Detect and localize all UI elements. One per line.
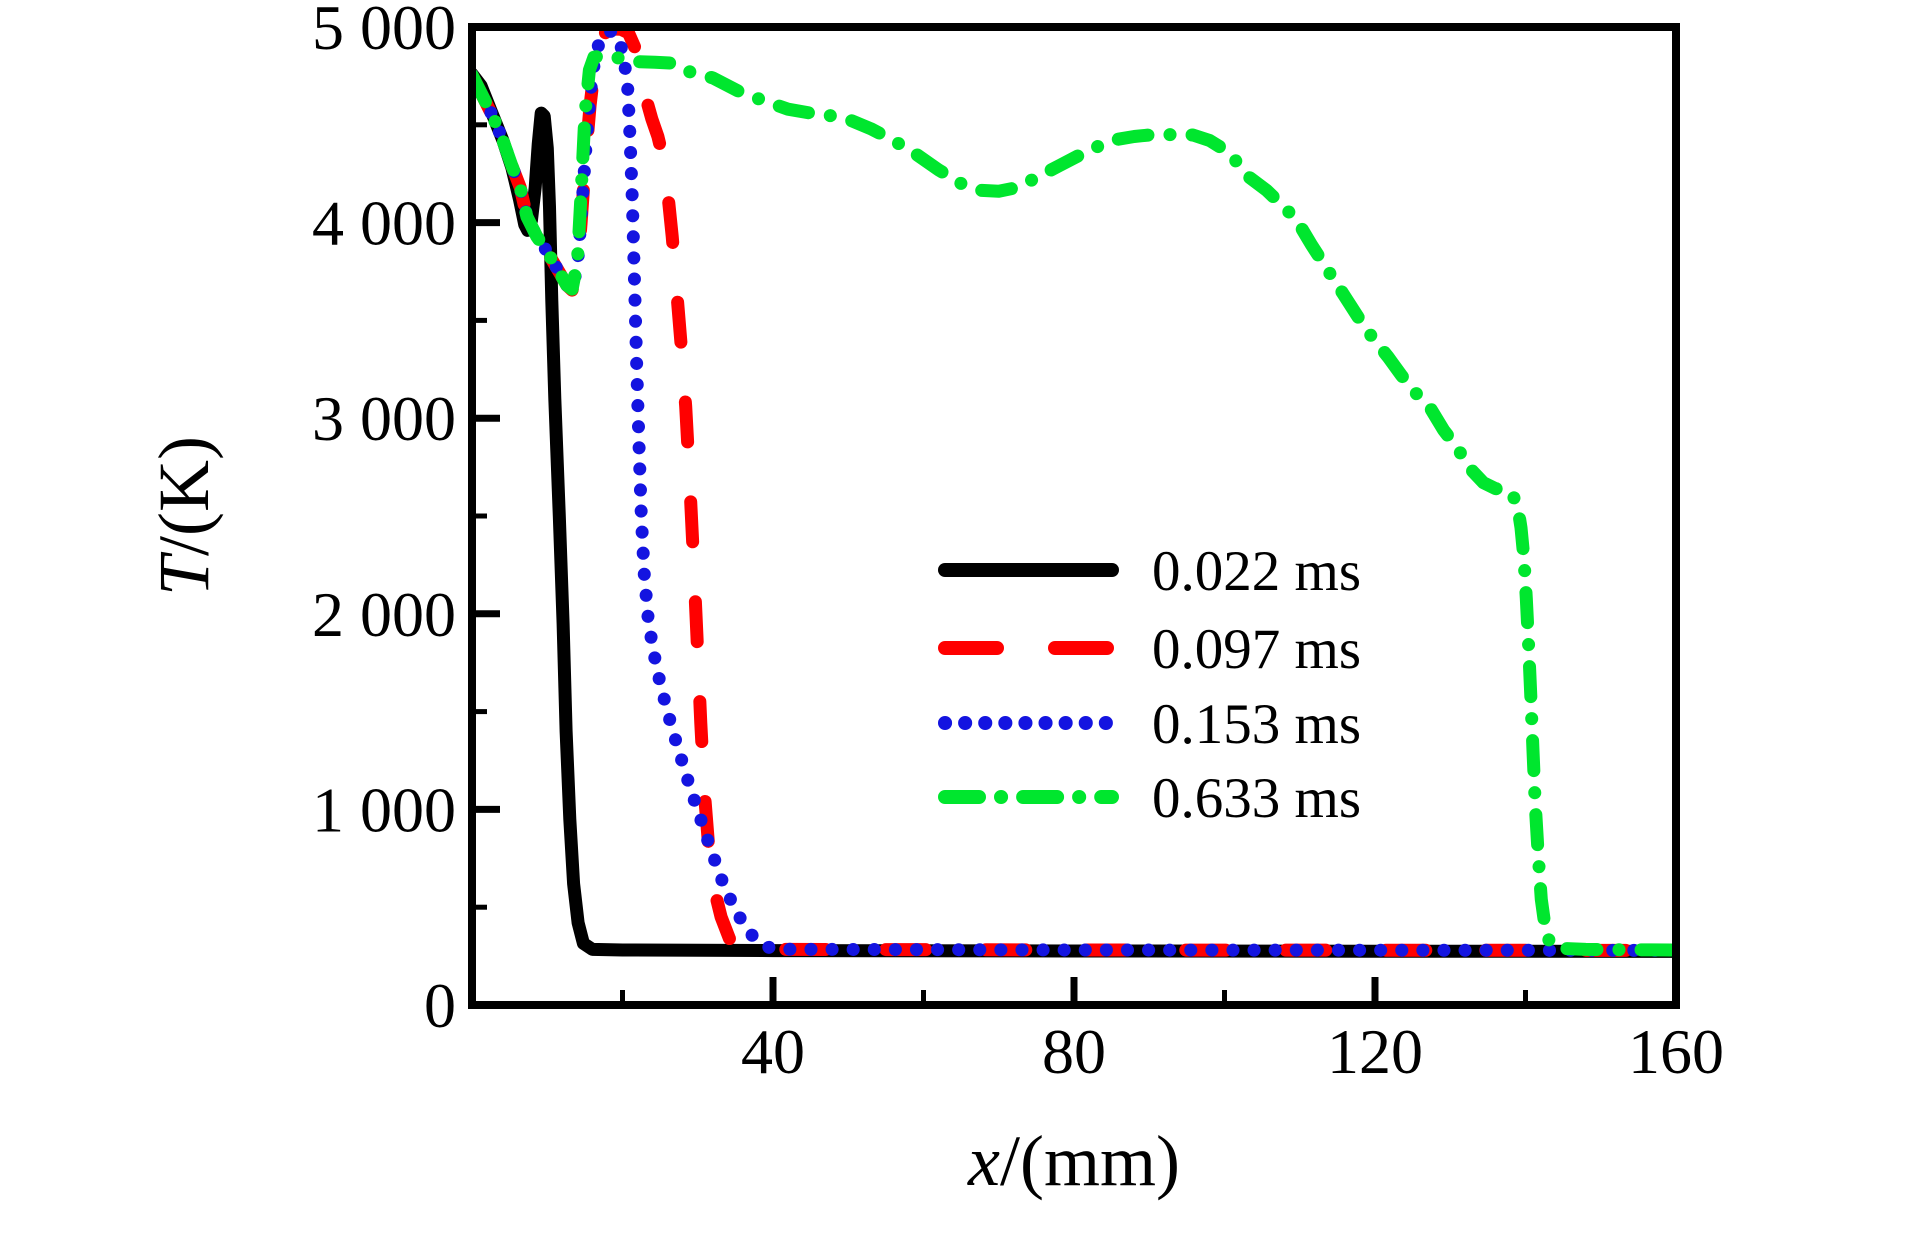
legend-label: 0.153 ms <box>1152 693 1361 756</box>
plot-series <box>472 27 1676 958</box>
legend-label: 0.097 ms <box>1152 618 1361 681</box>
y-axis-title: T/(K) <box>144 436 224 596</box>
y-tick-label: 2 000 <box>312 579 456 650</box>
y-tick-label: 4 000 <box>312 188 456 259</box>
x-tick-label: 120 <box>1327 1016 1423 1087</box>
legend-label: 0.633 ms <box>1152 767 1361 830</box>
y-tick-label: 5 000 <box>312 0 456 63</box>
y-axis-title-variable: T <box>144 551 224 596</box>
y-tick-label: 1 000 <box>312 774 456 845</box>
y-axis-title-unit: /(K) <box>144 436 224 556</box>
axis-ticks: 40 80 120 160 0 1 000 2 000 3 000 4 000 5 000 <box>312 0 1724 1087</box>
series-line-0.153-ms <box>472 27 1676 957</box>
legend: 0.022 ms 0.097 ms 0.153 ms 0.633 ms <box>938 540 1361 830</box>
x-axis-title-variable: x <box>967 1121 1000 1201</box>
series-line-0.022-ms <box>472 67 1676 958</box>
x-axis-title-unit: /(mm) <box>1000 1121 1180 1201</box>
y-tick-label: 3 000 <box>312 383 456 454</box>
series-line-0.633-ms <box>472 48 1676 957</box>
plot-frame <box>468 23 1680 1009</box>
x-tick-label: 80 <box>1042 1016 1106 1087</box>
x-tick-label: 40 <box>741 1016 805 1087</box>
y-tick-label: 0 <box>424 970 456 1041</box>
legend-label: 0.022 ms <box>1152 540 1361 603</box>
x-axis-title: x/(mm) <box>967 1121 1180 1201</box>
x-tick-label: 160 <box>1628 1016 1724 1087</box>
